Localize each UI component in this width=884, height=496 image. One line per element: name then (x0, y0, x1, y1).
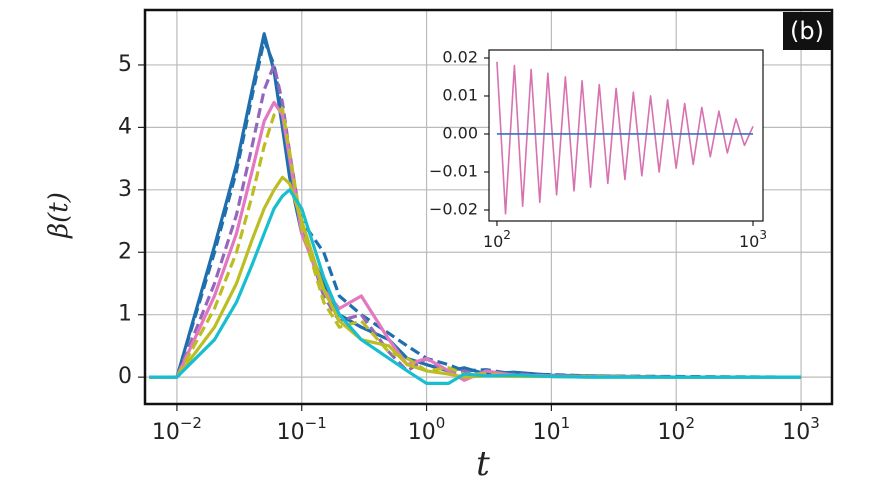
y-tick-label: 3 (118, 177, 132, 202)
line-series (149, 63, 802, 379)
x-tick-exponent: 2 (503, 228, 511, 242)
x-tick-label: 10−2 (152, 414, 202, 446)
x-tick-label: 101 (533, 414, 571, 446)
y-tick-label: 0.02 (442, 47, 478, 66)
y-tick-label: 0.00 (442, 123, 478, 142)
y-tick-label: −0.02 (429, 199, 478, 218)
x-tick-label: 102 (657, 414, 695, 446)
y-tick-label: 1 (118, 302, 132, 327)
series-group (496, 61, 754, 215)
x-tick-exponent: 2 (685, 414, 695, 432)
x-tick-base: 10 (408, 420, 436, 445)
x-tick-exponent: 1 (561, 414, 571, 432)
x-tick-exponent: 0 (436, 414, 446, 432)
x-tick-label: 10−1 (277, 414, 327, 446)
y-tick-label: 2 (118, 239, 132, 264)
plot-frame (143, 8, 834, 406)
y-tick-label: 5 (118, 52, 132, 77)
x-tick-base: 10 (152, 420, 180, 445)
series-group (149, 32, 802, 385)
x-tick-base: 10 (483, 232, 503, 251)
x-tick-base: 10 (657, 420, 685, 445)
x-tick-label: 100 (408, 414, 446, 446)
x-tick-base: 10 (782, 420, 810, 445)
y-tick-label: 0 (118, 364, 132, 389)
x-tick-exponent: 3 (810, 414, 820, 432)
x-tick-base: 10 (739, 232, 759, 251)
y-tick-label: 0.01 (442, 85, 478, 104)
x-axis-label: t (476, 444, 490, 484)
line-series (149, 188, 802, 385)
x-tick-exponent: 3 (759, 228, 767, 242)
line-series (496, 61, 754, 215)
x-tick-label: 103 (782, 414, 820, 446)
x-tick-label: 103 (739, 228, 767, 251)
y-tick-label: −0.01 (429, 161, 478, 180)
annotation-box (783, 12, 831, 50)
annotation: (b) (790, 17, 824, 45)
x-tick-label: 102 (483, 228, 511, 251)
y-tick-label: 4 (118, 114, 132, 139)
x-tick-base: 10 (277, 420, 305, 445)
line-series (149, 107, 802, 379)
x-tick-exponent: −1 (305, 414, 327, 432)
x-tick-base: 10 (533, 420, 561, 445)
x-tick-exponent: −2 (180, 414, 202, 432)
y-axis-label: β(t) (44, 192, 74, 239)
plot-frame (488, 49, 764, 222)
